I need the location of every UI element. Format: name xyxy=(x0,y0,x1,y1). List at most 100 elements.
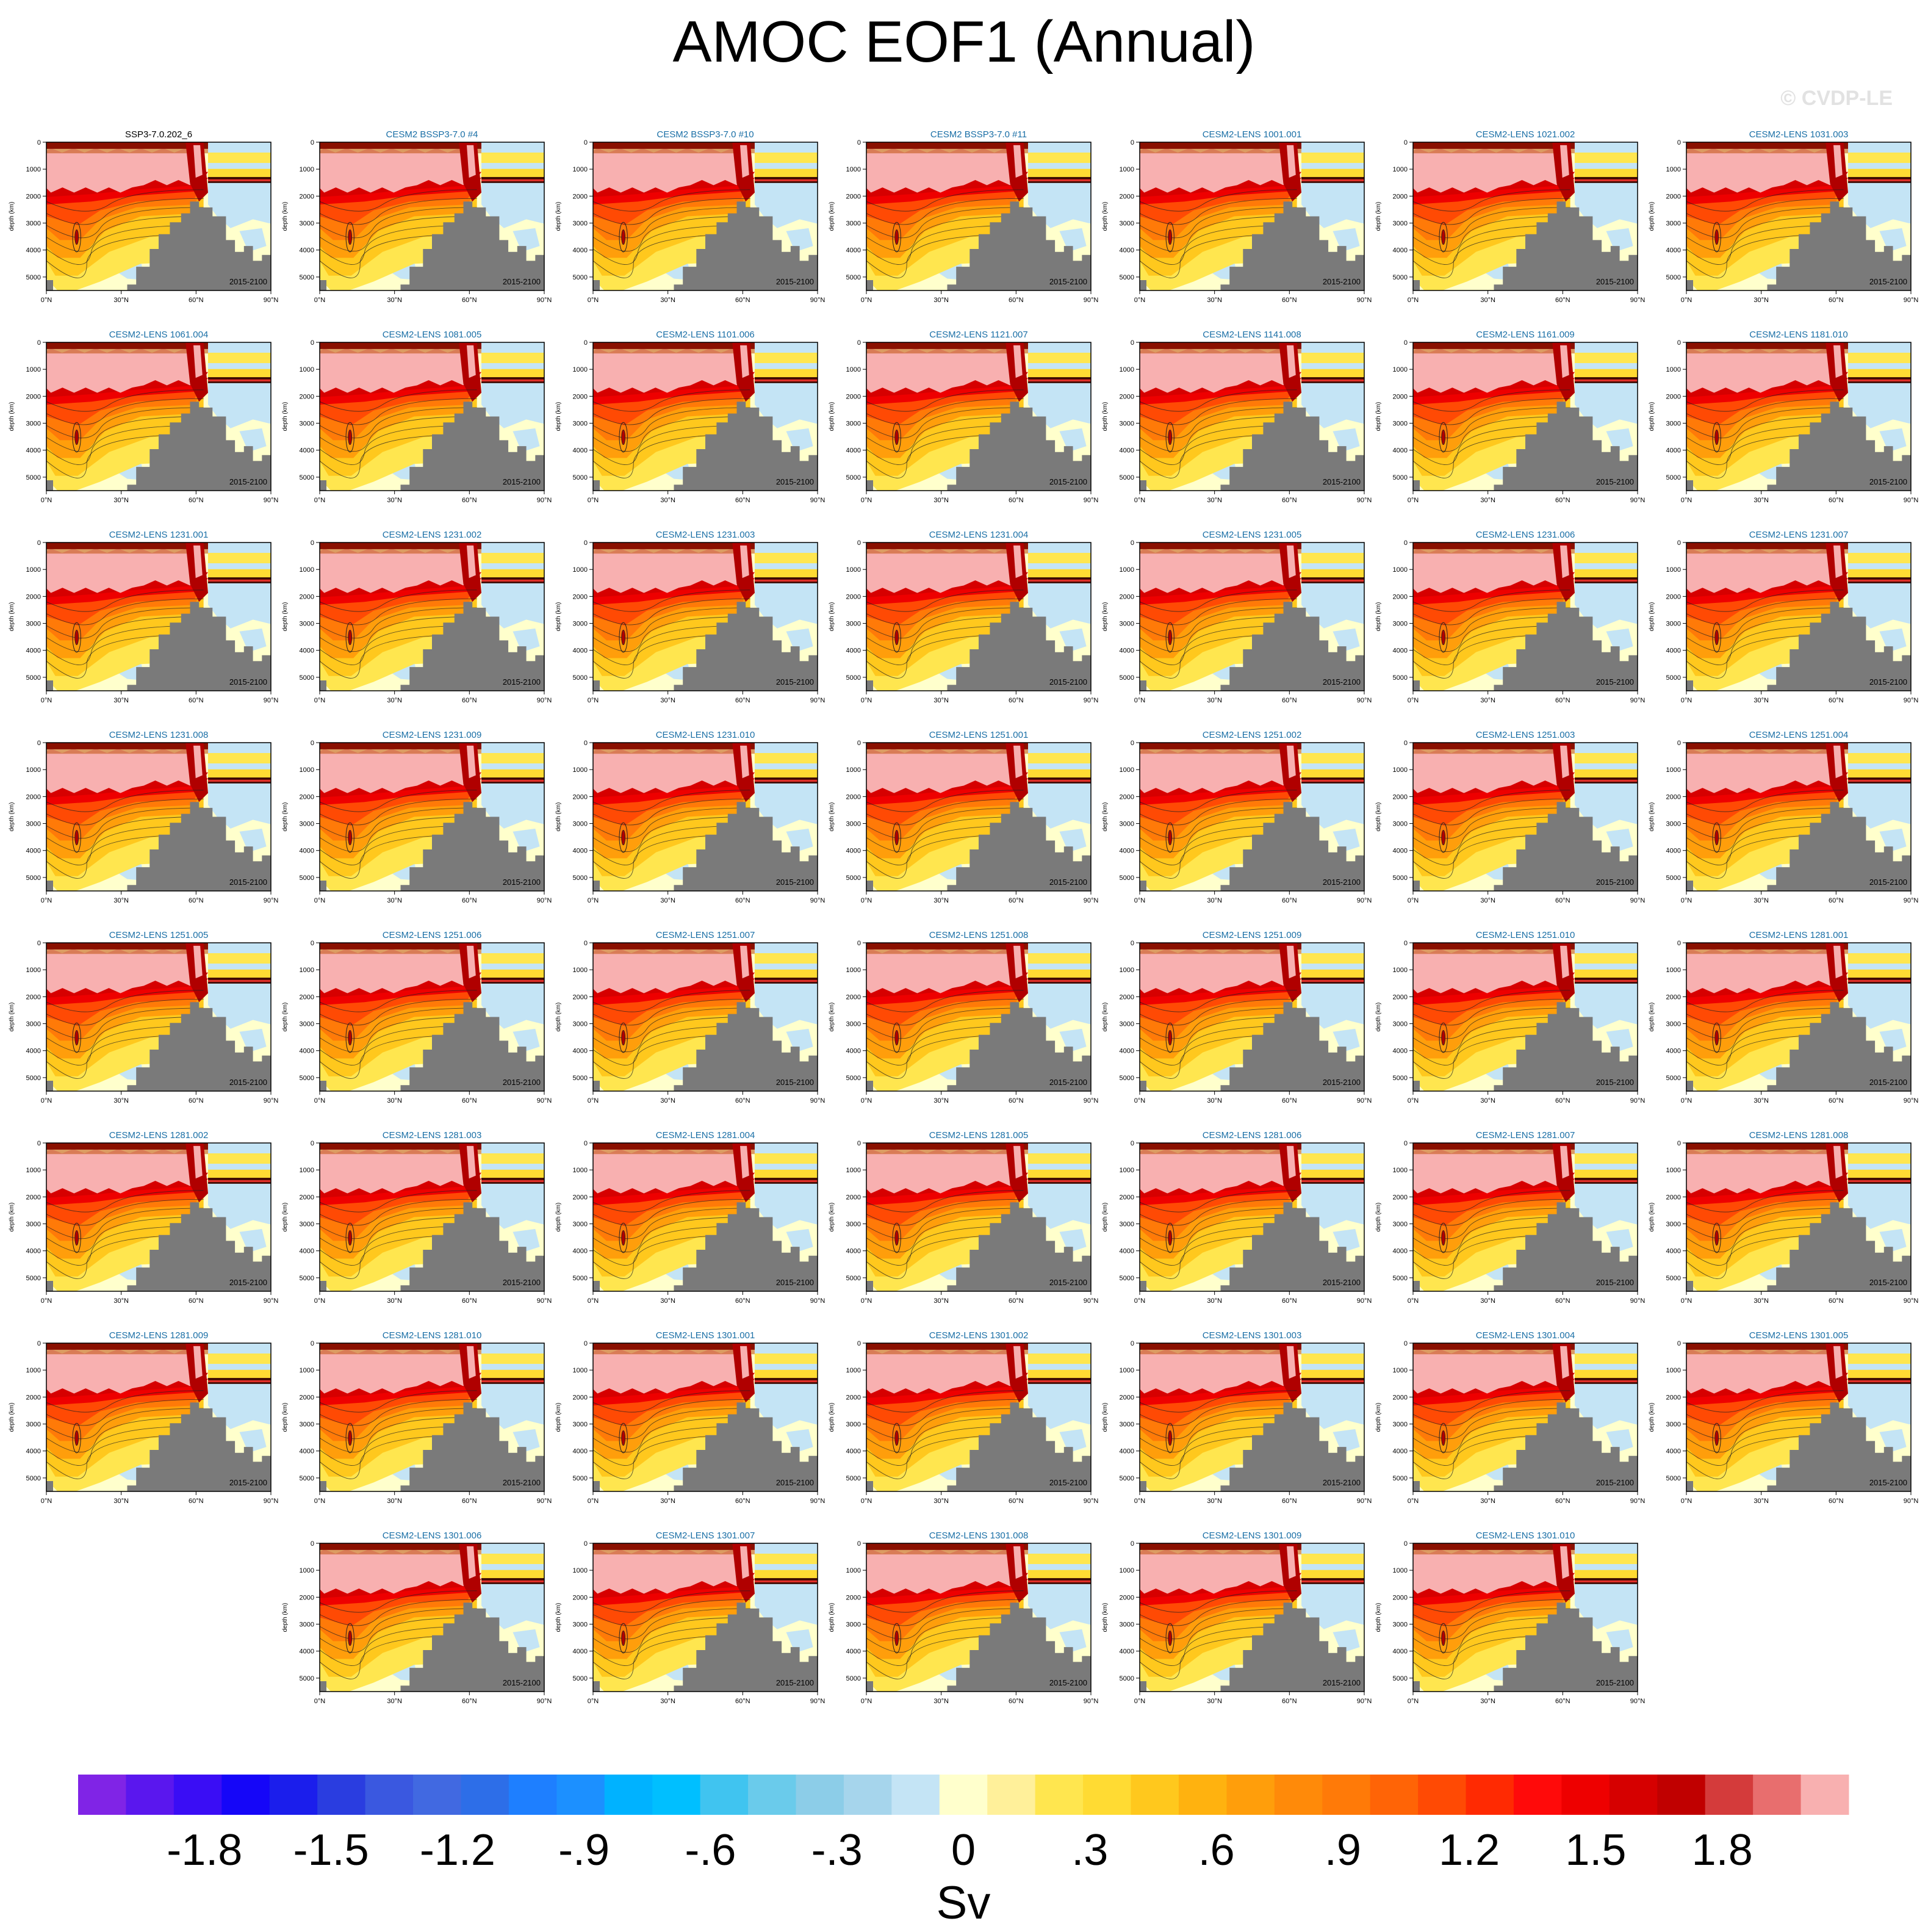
x-tick-label: 30°N xyxy=(1754,1297,1769,1305)
y-axis-label: depth (km) xyxy=(9,1403,15,1432)
x-tick-label: 60°N xyxy=(735,297,750,304)
y-tick-label: 1000 xyxy=(846,1567,861,1574)
x-tick-label: 90°N xyxy=(810,1097,826,1105)
panel: CESM2-LENS 1081.0052015-2100010002000300… xyxy=(282,330,552,504)
contour-line xyxy=(866,1198,1024,1226)
y-tick-label: 4000 xyxy=(300,1648,314,1656)
contour-line xyxy=(866,1225,1024,1266)
surface-band xyxy=(46,943,208,950)
positive-core xyxy=(1140,748,1290,793)
colorbar-tick-label: .3 xyxy=(1071,1826,1108,1875)
contour-line xyxy=(320,1626,477,1666)
contour-line xyxy=(593,1390,750,1413)
northern-band xyxy=(207,1353,271,1364)
panel-plot-area xyxy=(593,743,818,891)
northern-band xyxy=(1027,1580,1091,1583)
northern-band xyxy=(1847,579,1911,582)
contour-line xyxy=(1439,422,1448,453)
panel-title: CESM2-LENS 1251.009 xyxy=(1203,930,1302,940)
y-tick-label: 5000 xyxy=(26,274,41,281)
y-tick-label: 2000 xyxy=(300,1594,314,1601)
x-tick-label: 30°N xyxy=(933,697,949,704)
panel-frame xyxy=(1412,342,1638,491)
y-tick-label: 2000 xyxy=(1666,1394,1681,1401)
y-tick-label: 1000 xyxy=(26,166,41,173)
panel-title: CESM2-LENS 1281.001 xyxy=(1749,930,1849,940)
y-tick-label: 1000 xyxy=(573,1167,588,1174)
contour-line xyxy=(1441,429,1446,445)
x-tick-label: 90°N xyxy=(1357,897,1372,904)
bathymetry-mask xyxy=(1686,201,1911,290)
x-tick-label: 0°N xyxy=(41,1498,52,1505)
negative-patch xyxy=(1606,1228,1633,1253)
contour-line xyxy=(72,622,81,653)
contour-line xyxy=(74,829,79,846)
northern-band xyxy=(207,1169,271,1180)
contour-line xyxy=(593,189,750,212)
panel-frame xyxy=(592,942,818,1092)
contour-line xyxy=(1168,1630,1173,1646)
x-tick-label: 30°N xyxy=(1480,897,1495,904)
northern-band xyxy=(207,1369,271,1380)
contour-line xyxy=(1413,1208,1570,1239)
y-axis-label: depth (km) xyxy=(1102,202,1109,231)
panel-title: CESM2-LENS 1251.006 xyxy=(383,930,482,940)
surface-band xyxy=(1140,1349,1301,1355)
bathymetry-mask xyxy=(1140,602,1364,691)
northern-field xyxy=(1301,342,1364,428)
panel-title: CESM2-LENS 1231.003 xyxy=(656,530,755,540)
northern-band xyxy=(481,769,544,780)
northern-band xyxy=(1301,1369,1364,1380)
panel-period-label: 2015-2100 xyxy=(229,1478,267,1487)
panel-title: CESM2-LENS 1001.001 xyxy=(1203,129,1302,140)
panel: CESM2-LENS 1251.0032015-2100010002000300… xyxy=(1375,730,1645,904)
y-axis-label: depth (km) xyxy=(1102,602,1109,632)
surface-band xyxy=(866,743,1028,749)
y-tick-label: 3000 xyxy=(26,420,41,428)
contour-line xyxy=(320,790,477,812)
northern-band xyxy=(1847,1169,1911,1180)
sinking-core xyxy=(1560,945,1569,979)
contour-line xyxy=(1714,829,1719,846)
y-tick-label: 0 xyxy=(584,1140,588,1147)
contour-line xyxy=(866,407,1024,439)
contour-line xyxy=(46,216,204,252)
positive-core xyxy=(1413,748,1564,793)
x-tick-label: 0°N xyxy=(1134,1698,1146,1705)
northern-band xyxy=(1847,379,1911,382)
contour-line xyxy=(1140,1408,1297,1440)
y-tick-label: 2000 xyxy=(1666,593,1681,600)
contour-line xyxy=(46,998,204,1026)
panel-title: CESM2-LENS 1301.010 xyxy=(1476,1530,1575,1541)
contour-line xyxy=(72,422,81,453)
contour-line xyxy=(593,816,750,852)
y-tick-label: 2000 xyxy=(1666,193,1681,200)
bathymetry-mask xyxy=(1140,201,1364,290)
panel-title: CESM2-LENS 1301.007 xyxy=(656,1530,755,1541)
contour-line xyxy=(866,1590,1024,1613)
northern-band xyxy=(1027,179,1091,182)
contour-line xyxy=(1686,1217,1844,1253)
x-tick-label: 30°N xyxy=(933,297,949,304)
colorbar-box xyxy=(221,1775,270,1815)
y-tick-label: 1000 xyxy=(573,766,588,774)
y-tick-label: 0 xyxy=(1131,139,1134,146)
sinking-core xyxy=(193,945,203,979)
y-tick-label: 4000 xyxy=(573,447,588,455)
y-tick-label: 3000 xyxy=(573,220,588,228)
x-tick-label: 60°N xyxy=(462,297,477,304)
contour-line xyxy=(866,234,1024,278)
y-tick-label: 1000 xyxy=(1120,766,1134,774)
contour-line xyxy=(46,1190,204,1213)
contour-line xyxy=(1165,1422,1174,1454)
contour-line xyxy=(1413,434,1570,478)
contour-line xyxy=(892,222,901,253)
x-tick-label: 0°N xyxy=(1681,1498,1692,1505)
y-tick-label: 5000 xyxy=(573,1475,588,1482)
northern-band xyxy=(207,579,271,582)
panel: CESM2 BSSP3-7.0 #42015-21000100020003000… xyxy=(282,129,552,304)
colorbar-tick-label: -1.5 xyxy=(293,1826,369,1875)
contour-line xyxy=(593,616,750,652)
sinking-core xyxy=(740,1346,749,1379)
contour-line xyxy=(1441,629,1446,646)
